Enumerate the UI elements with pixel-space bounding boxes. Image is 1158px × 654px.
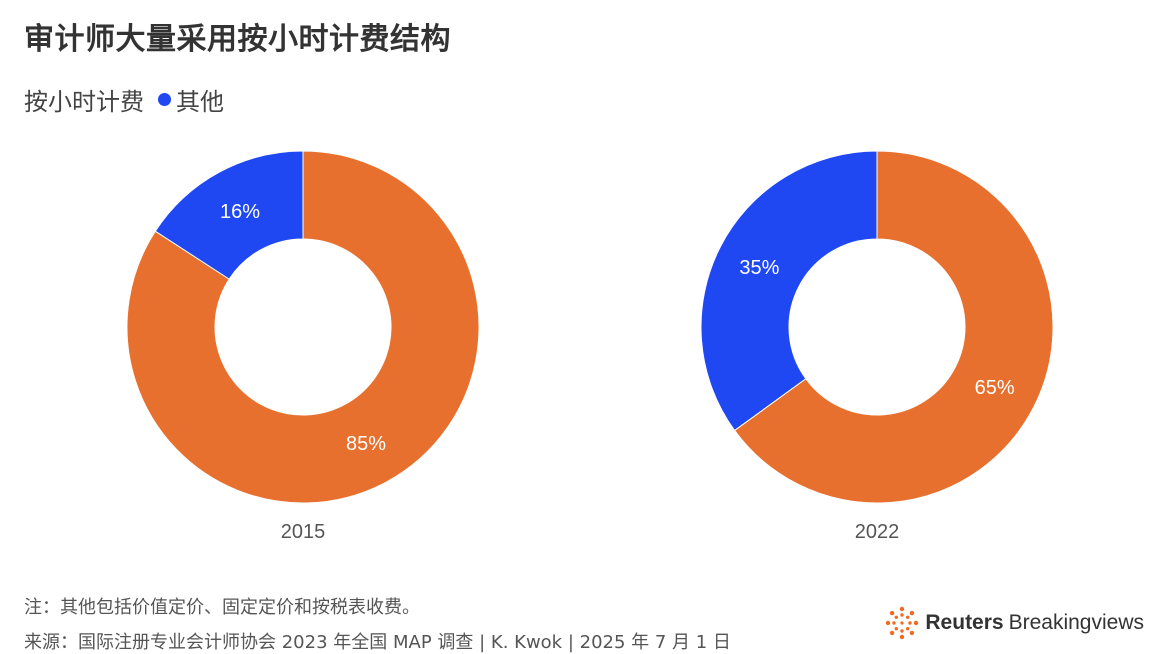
source-line: 来源：国际注册专业会计师协会 2023 年全国 MAP 调查 | K. Kwok… [24,632,731,653]
reuters-logo-icon [886,606,919,640]
pie-slice-2015-1 [154,150,304,280]
slice-label-2022-0: 65% [975,377,1015,399]
pie-slice-2015-0 [126,150,480,504]
legend-item-other: 其他 [158,82,224,117]
legend-swatch-other [158,93,171,106]
chart-title: 审计师大量采用按小时计费结构 [24,22,451,57]
legend: 按小时计费 其他 [24,82,238,117]
pie-slice-2022-0 [733,150,1054,504]
slice-label-2022-1: 35% [739,257,779,279]
footnote: 注：其他包括价值定价、固定定价和按税表收费。 [24,597,420,618]
slice-label-2015-1: 16% [220,201,260,223]
logo-text-reuters: Reuters [925,611,1004,634]
slice-label-2015-0: 85% [346,433,386,455]
pie-slice-2022-1 [700,150,878,432]
legend-label-other: 其他 [176,88,224,116]
legend-label-hourly: 按小时计费 [24,88,144,116]
chart-year-label-2015: 2015 [281,521,326,543]
reuters-breakingviews-logo: Reuters Breakingviews [885,606,1144,640]
chart-year-label-2022: 2022 [855,521,900,543]
logo-text-breakingviews: Breakingviews [1008,611,1144,634]
legend-item-hourly: 按小时计费 [24,82,144,117]
